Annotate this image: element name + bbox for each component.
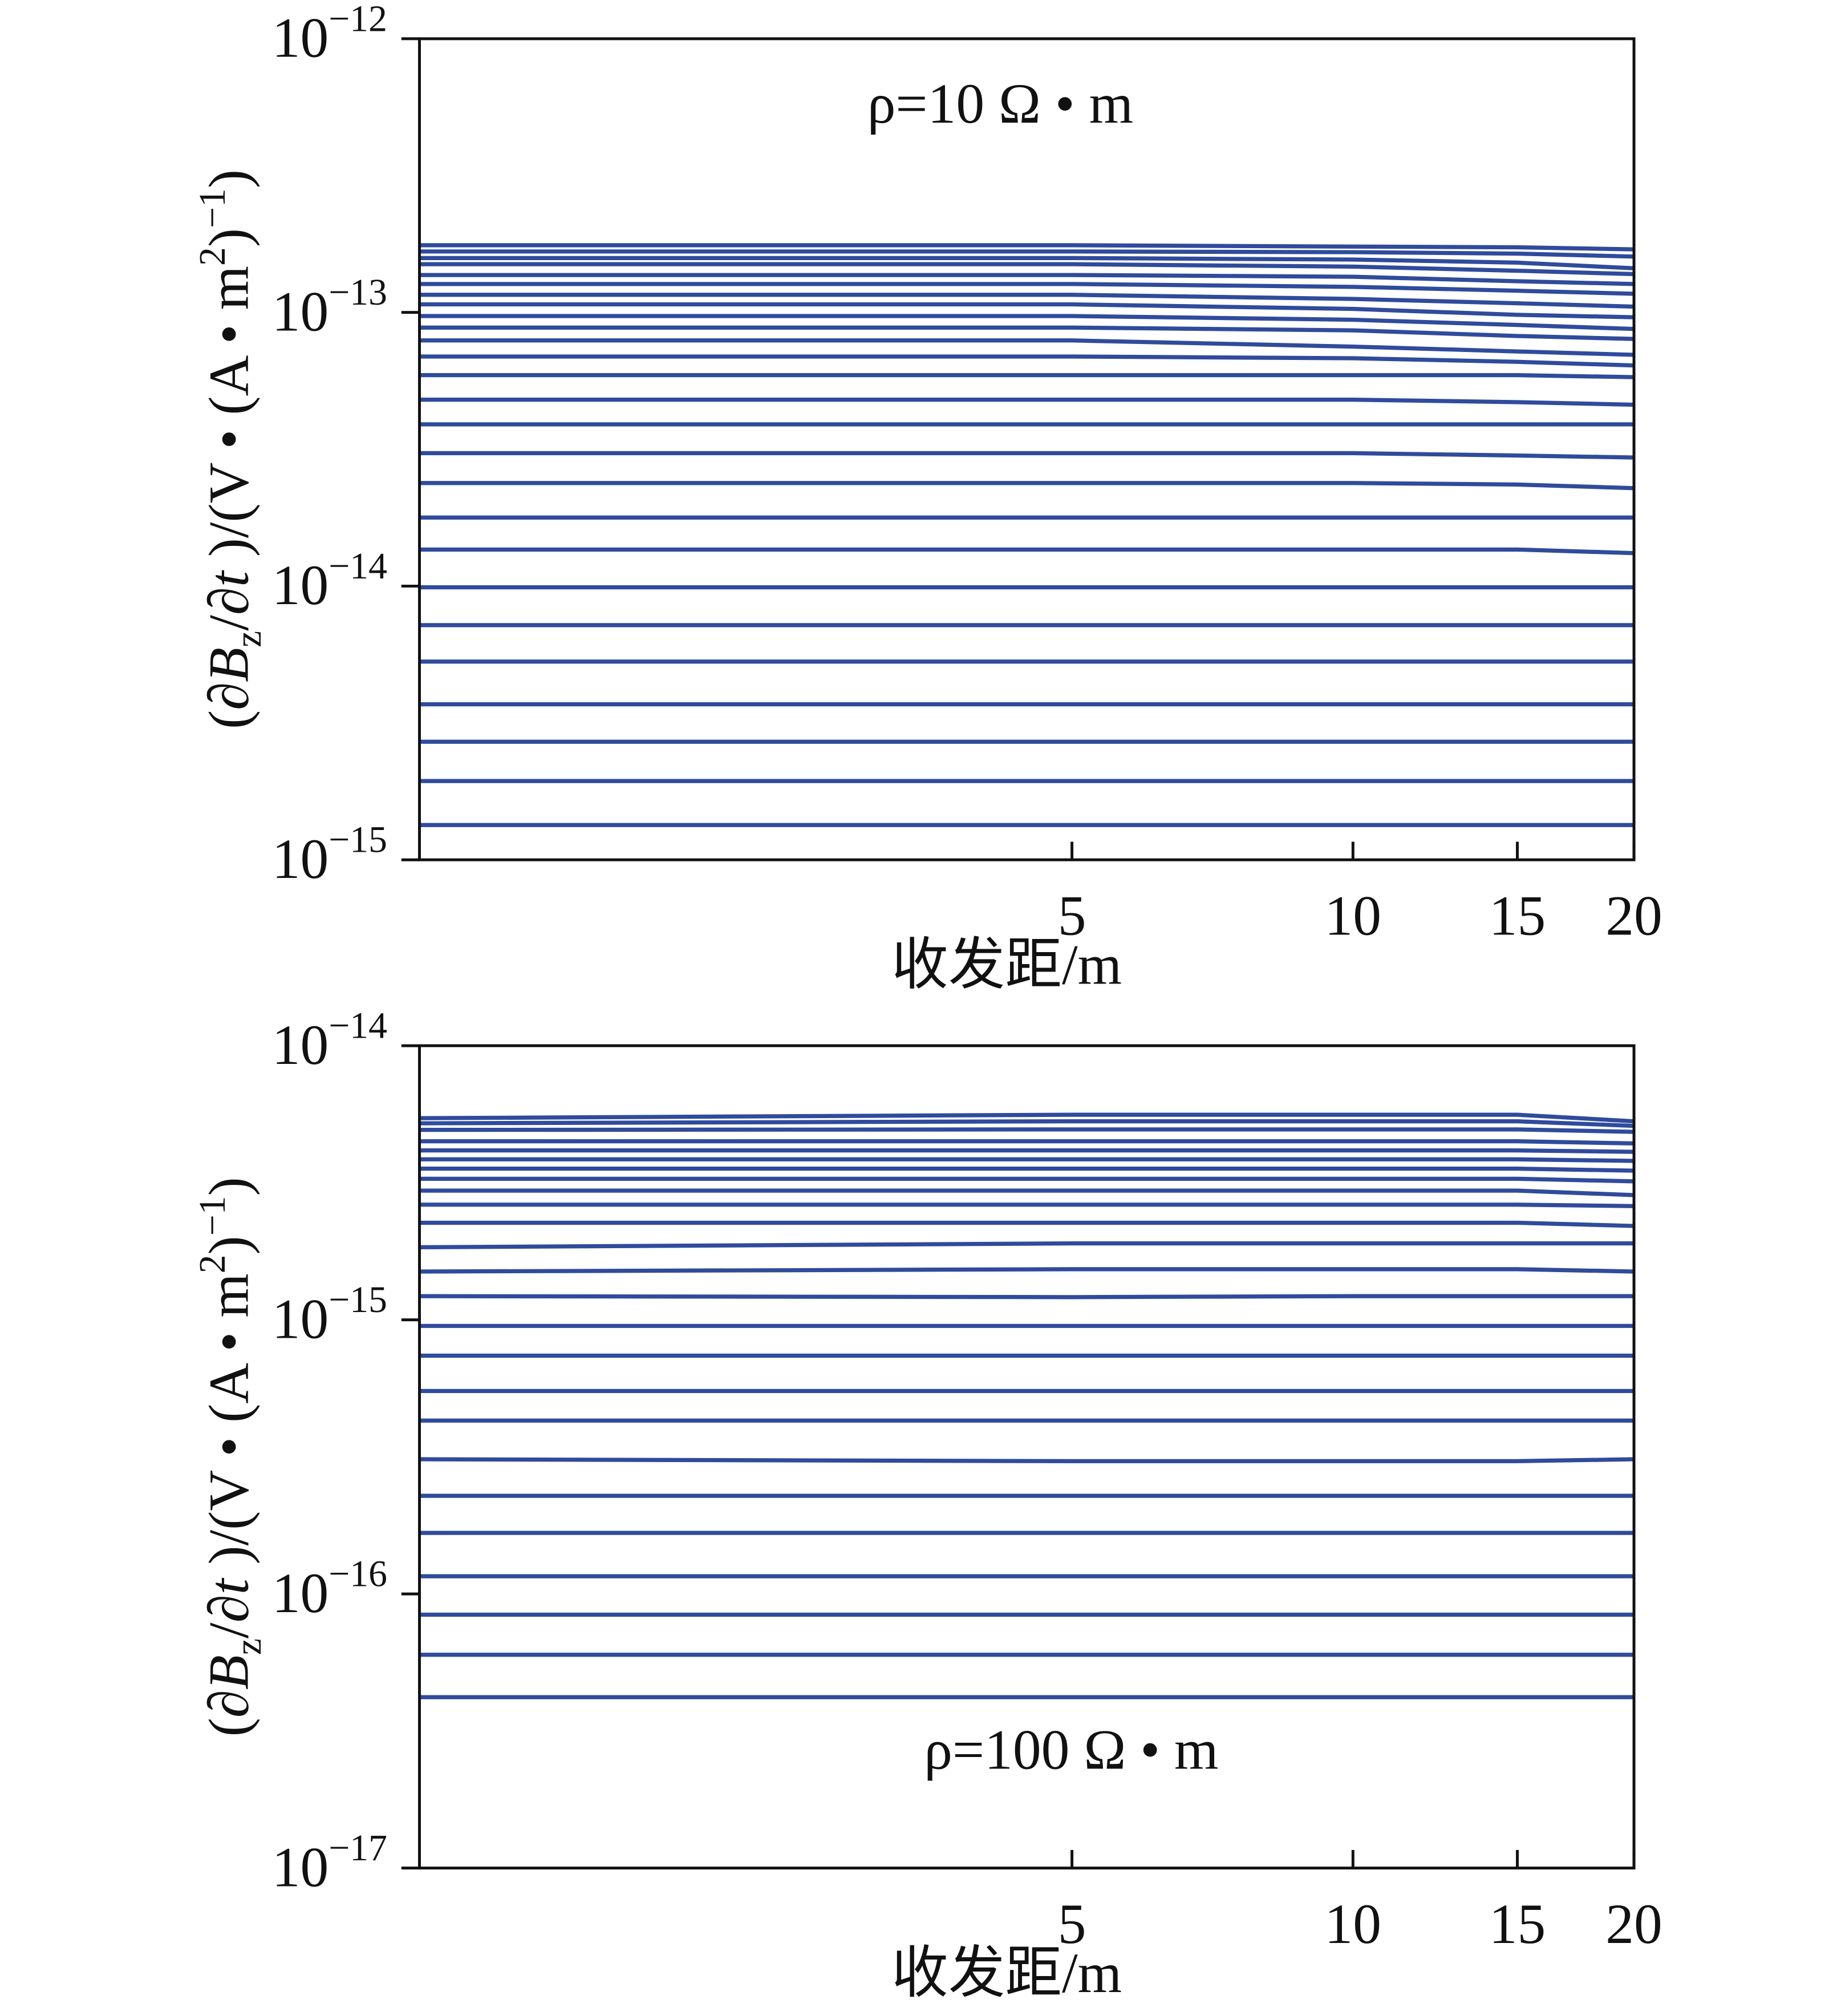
y-axis-label-part: /∂ [197, 1594, 261, 1638]
data-line [419, 1148, 1635, 1154]
data-line [419, 1127, 1635, 1134]
data-line [419, 1220, 1635, 1228]
y-axis-label-part: 2 [192, 1254, 233, 1273]
data-line [419, 1119, 1635, 1128]
data-line [419, 1457, 1635, 1464]
x-axis-label: 收发距/m [891, 933, 1122, 996]
data-line [419, 262, 1635, 277]
data-line [419, 1112, 1635, 1124]
y-axis-label-part: −1 [192, 188, 233, 228]
data-line [419, 282, 1635, 296]
y-axis-label-part: (∂ [197, 1690, 261, 1736]
data-line [419, 451, 1635, 460]
data-line [419, 1166, 1635, 1173]
y-tick-label: 10−14 [272, 546, 387, 617]
data-line [419, 338, 1635, 357]
data-line [419, 481, 1635, 491]
data-line [419, 314, 1635, 331]
data-line [419, 1203, 1635, 1208]
data-line [419, 325, 1635, 341]
y-tick-label: 10−17 [272, 1828, 387, 1898]
x-tick-label: 5 [1058, 884, 1086, 947]
x-axis-label: 收发距/m [891, 1941, 1122, 2005]
y-tick-label: 10−16 [272, 1554, 387, 1625]
y-axis-label-part: ) [197, 1177, 261, 1196]
x-tick-label: 5 [1058, 1892, 1086, 1956]
y-axis-label-part: B [197, 647, 261, 682]
data-line [419, 1267, 1635, 1274]
data-line [419, 1241, 1635, 1249]
y-axis-label: (∂Bz/∂t )/(V • (A • m2)−1) [192, 1177, 269, 1736]
data-line [419, 1188, 1635, 1197]
data-line [419, 273, 1635, 286]
y-axis-label-part: −1 [192, 1196, 233, 1236]
y-axis-label-part: z [228, 631, 269, 647]
annotation: ρ=100 Ω • m [924, 1718, 1218, 1781]
plot-frame [418, 37, 1636, 861]
data-line [419, 373, 1635, 379]
y-axis-label-part: t [197, 1577, 261, 1594]
x-tick-label: 10 [1325, 884, 1382, 947]
y-axis-label-part: (∂ [197, 682, 261, 729]
data-line [419, 293, 1635, 309]
data-line [419, 302, 1635, 319]
x-tick-label: 15 [1489, 884, 1546, 947]
data-line [419, 256, 1635, 270]
data-line [419, 1294, 1635, 1300]
y-tick-label: 10−15 [272, 820, 387, 890]
y-axis-label-part: )/(V • (A • m [197, 1273, 261, 1578]
y-axis-label-part: ) [197, 228, 261, 247]
data-line [419, 397, 1635, 407]
y-axis-label-part: 2 [192, 247, 233, 266]
y-axis-label-part: t [197, 570, 261, 587]
plot-frame [418, 1044, 1636, 1870]
data-line [419, 1176, 1635, 1184]
x-tick-label: 15 [1489, 1892, 1546, 1956]
data-line [419, 354, 1635, 368]
x-tick-label: 10 [1325, 1892, 1382, 1956]
data-line [419, 1139, 1635, 1146]
y-axis-label-part: ) [197, 169, 261, 188]
y-axis-label-part: z [228, 1638, 269, 1655]
y-axis-label-part: )/(V • (A • m [197, 266, 261, 571]
data-line [419, 1157, 1635, 1163]
annotation: ρ=10 Ω • m [867, 72, 1133, 135]
data-line [419, 249, 1635, 259]
y-tick-label: 10−12 [272, 0, 387, 70]
x-tick-label: 20 [1605, 1892, 1662, 1956]
y-axis-label-part: ) [197, 1236, 261, 1254]
y-axis-label: (∂Bz/∂t )/(V • (A • m2)−1) [192, 169, 269, 729]
x-tick-label: 20 [1605, 884, 1662, 947]
y-tick-label: 10−15 [272, 1280, 387, 1350]
y-tick-label: 10−13 [272, 272, 387, 343]
y-axis-label-part: B [197, 1655, 261, 1690]
y-axis-label-part: /∂ [197, 587, 261, 631]
data-line [419, 547, 1635, 556]
data-line [419, 243, 1635, 252]
y-tick-label: 10−14 [272, 1006, 387, 1076]
